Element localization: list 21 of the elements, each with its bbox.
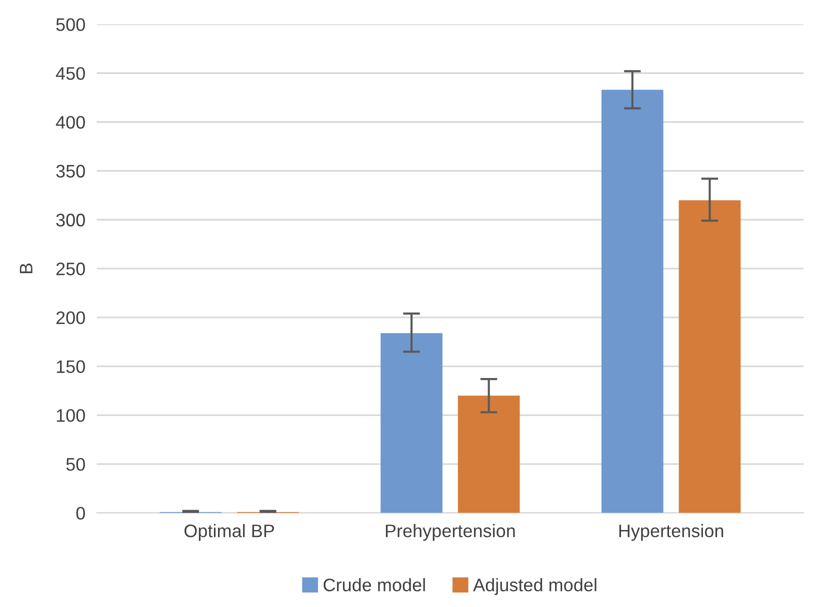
y-tick-label: 500 <box>56 18 85 31</box>
y-tick-label: 300 <box>56 214 85 226</box>
y-tick-label: 250 <box>56 262 85 276</box>
bar <box>458 396 520 513</box>
y-tick-label: 0 <box>76 506 85 520</box>
bar <box>380 333 442 513</box>
y-tick-label: 50 <box>66 458 85 471</box>
x-tick-label: Hypertension <box>619 524 724 541</box>
x-tick-label: Prehypertension <box>386 524 515 541</box>
bar <box>601 90 664 513</box>
y-tick-label: 450 <box>56 67 85 80</box>
legend-label: Crude model <box>324 578 425 592</box>
x-tick-label: Optimal BP <box>184 524 274 541</box>
bar <box>678 200 741 513</box>
y-tick-label: 100 <box>56 409 85 422</box>
y-tick-label: 400 <box>56 116 85 129</box>
legend-label: Adjusted model <box>473 578 596 595</box>
y-tick-label: 200 <box>56 311 85 324</box>
y-tick-label: 150 <box>56 360 85 374</box>
y-axis-title: B <box>20 264 32 274</box>
y-tick-label: 350 <box>56 164 85 178</box>
